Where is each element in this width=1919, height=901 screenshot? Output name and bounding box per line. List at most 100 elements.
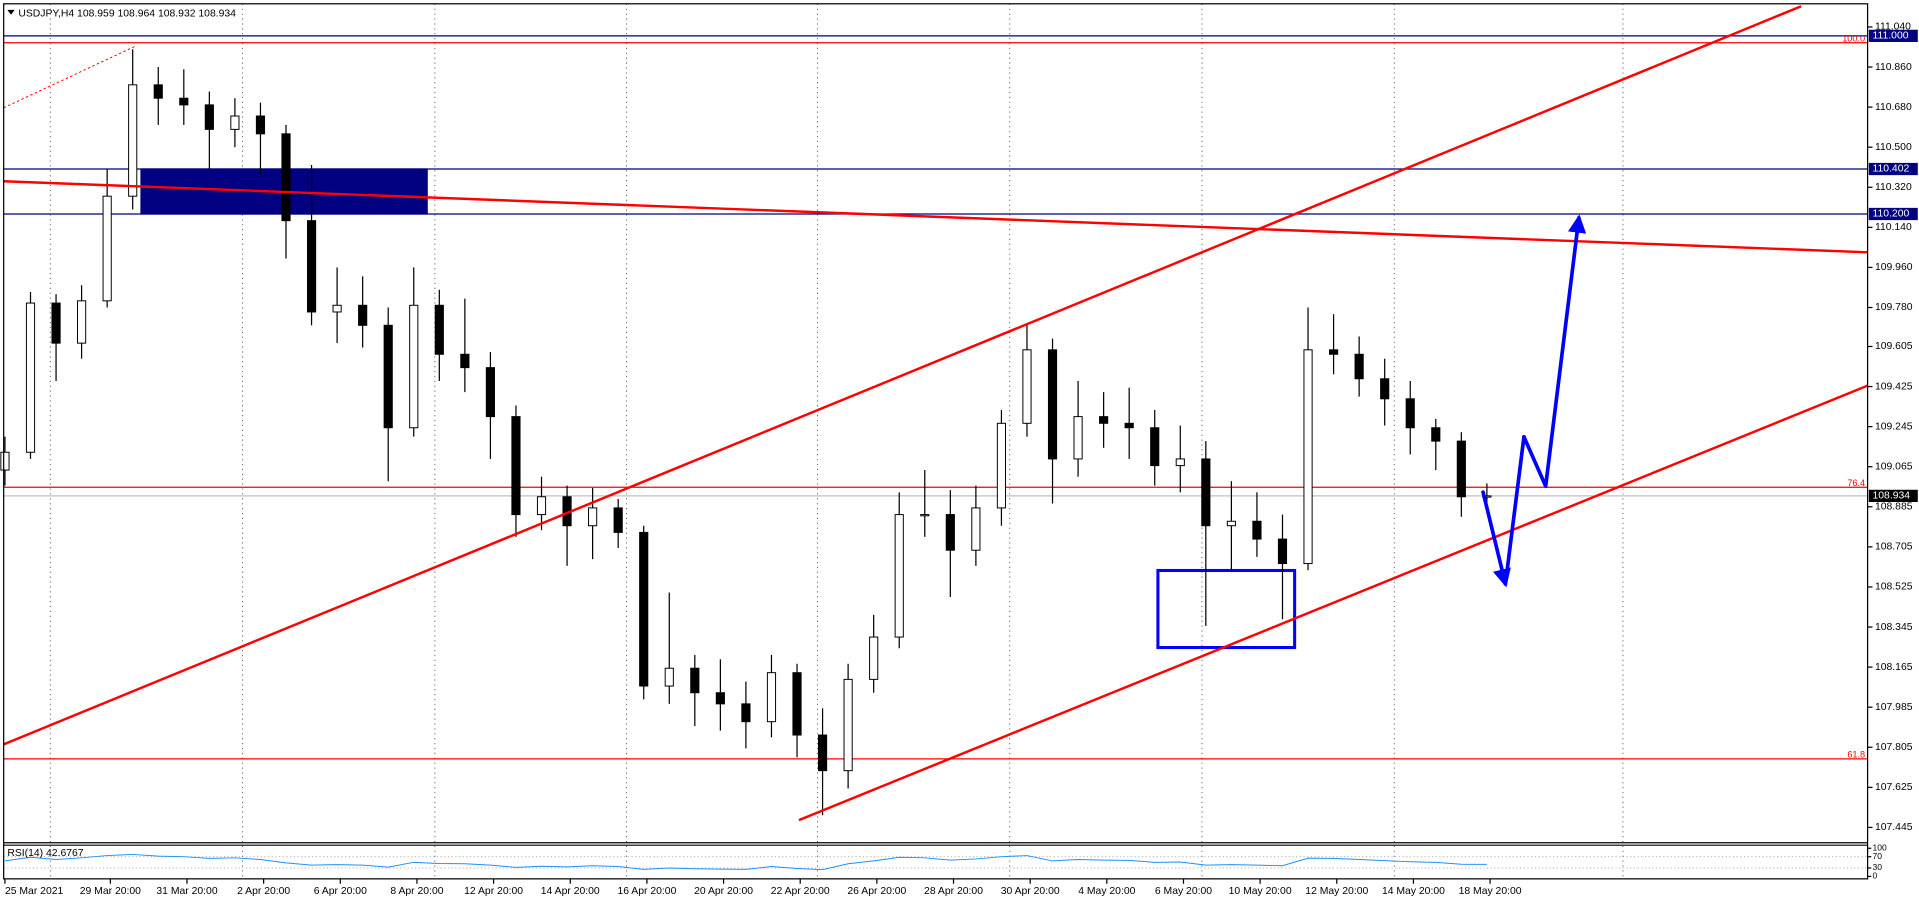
candle-body [383, 324, 393, 429]
candle-body [128, 84, 138, 197]
y-tick-label: 109.425 [1875, 381, 1913, 392]
candle-body [869, 636, 879, 680]
candle-body [1380, 378, 1390, 400]
candle-body [230, 115, 240, 130]
candle-body [920, 514, 930, 517]
candle-body [102, 195, 112, 302]
candle-body [0, 451, 10, 471]
candle-body [1150, 427, 1160, 467]
candle-body [77, 300, 87, 344]
indicator-line [4, 853, 1487, 871]
candle-body [588, 507, 598, 527]
candle-body [536, 496, 547, 516]
candle-body [25, 302, 36, 453]
trend-line [798, 384, 1869, 822]
candle-body [1303, 349, 1313, 565]
candle-body [1175, 458, 1185, 467]
y-tick-label: 110.860 [1875, 62, 1912, 73]
candle-body [51, 302, 61, 344]
x-tick-label: 12 May 20:00 [1305, 886, 1368, 897]
candle-body [1277, 538, 1288, 565]
projection-arrow [1543, 214, 1587, 488]
candle-body [817, 734, 828, 772]
candle-body [485, 367, 495, 418]
y-tick-label: 108.165 [1875, 662, 1913, 673]
projection-arrow [1481, 490, 1511, 588]
fib-level-label: 76.4 [1847, 478, 1865, 488]
indicator-label: RSI(14) 42.6767 [7, 848, 83, 859]
candle-body [204, 104, 214, 130]
y-tick-label: 107.985 [1875, 702, 1913, 713]
x-tick-label: 12 Apr 20:00 [464, 886, 523, 897]
indicator-tick-label: 30 [1872, 862, 1882, 872]
y-tick-label: 108.705 [1875, 542, 1913, 553]
candle-body [639, 531, 649, 687]
x-tick-label: 14 Apr 20:00 [541, 886, 600, 897]
candle-body [1073, 416, 1083, 460]
fib-level-label: 100.0 [1842, 34, 1865, 44]
indicator-tick-label: 0 [1872, 871, 1877, 881]
candle-body [1329, 349, 1339, 355]
candle-body [715, 692, 725, 705]
x-tick-label: 25 Mar 2021 [5, 886, 64, 897]
x-tick-label: 22 Apr 20:00 [771, 886, 830, 897]
x-tick-label: 18 May 20:00 [1459, 886, 1522, 897]
y-tick-label: 110.140 [1875, 222, 1912, 233]
candle-body [741, 703, 751, 723]
y-tick-label: 109.245 [1875, 421, 1913, 432]
price-tag-box [1868, 207, 1918, 221]
candle-body [1047, 349, 1058, 460]
candle-body [1405, 398, 1415, 429]
candle-body [1124, 422, 1134, 429]
price-tag-label: 110.200 [1872, 209, 1909, 220]
candle-body [613, 507, 623, 533]
candle-body [1226, 520, 1236, 527]
candle-body [971, 507, 981, 551]
candle-body [409, 304, 419, 429]
projection-arrow [1522, 435, 1548, 488]
price-tag-label: 111.000 [1872, 31, 1908, 42]
x-tick-label: 30 Apr 20:00 [1001, 886, 1060, 897]
x-tick-label: 6 Apr 20:00 [314, 886, 367, 897]
fib-level-label: 61.8 [1847, 750, 1865, 760]
candle-body [1354, 353, 1364, 380]
chart-title: USDJPY,H4 108.959 108.964 108.932 108.93… [18, 8, 236, 19]
candle-body [664, 667, 674, 687]
y-tick-label: 107.805 [1875, 742, 1913, 753]
x-tick-label: 6 May 20:00 [1155, 886, 1212, 897]
candle-body [792, 672, 802, 736]
y-tick-label: 108.885 [1875, 502, 1913, 513]
indicator-tick-label: 100 [1872, 843, 1887, 853]
plot-frame [3, 3, 1869, 880]
candle-body [843, 678, 853, 772]
indicator-tick-label: 70 [1872, 851, 1882, 861]
candle-body [1456, 440, 1466, 498]
candle-body [894, 514, 904, 638]
price-tag-label: 110.402 [1872, 164, 1909, 175]
candle-body [945, 514, 955, 551]
y-tick-label: 109.605 [1875, 341, 1913, 352]
price-tag-box [1868, 162, 1918, 176]
candle-body [1431, 427, 1441, 442]
candle-body [434, 304, 444, 355]
candle-body [332, 304, 342, 313]
y-tick-label: 110.680 [1875, 102, 1912, 113]
y-tick-label: 107.445 [1875, 822, 1913, 833]
y-tick-label: 111.040 [1875, 22, 1911, 33]
x-tick-label: 28 Apr 20:00 [924, 886, 983, 897]
y-tick-label: 109.780 [1875, 302, 1913, 313]
x-tick-label: 2 Apr 20:00 [237, 886, 290, 897]
candle-body [1099, 416, 1109, 424]
candle-body [996, 422, 1007, 509]
x-tick-label: 10 May 20:00 [1229, 886, 1292, 897]
price-tag-box [1868, 489, 1918, 503]
x-tick-label: 4 May 20:00 [1078, 886, 1135, 897]
candle-body [460, 353, 470, 369]
projection-arrow [1503, 435, 1526, 586]
candle-body [306, 220, 317, 313]
x-tick-label: 29 Mar 20:00 [80, 886, 141, 897]
x-tick-label: 8 Apr 20:00 [390, 886, 443, 897]
symbol-menu-icon[interactable] [7, 9, 15, 15]
